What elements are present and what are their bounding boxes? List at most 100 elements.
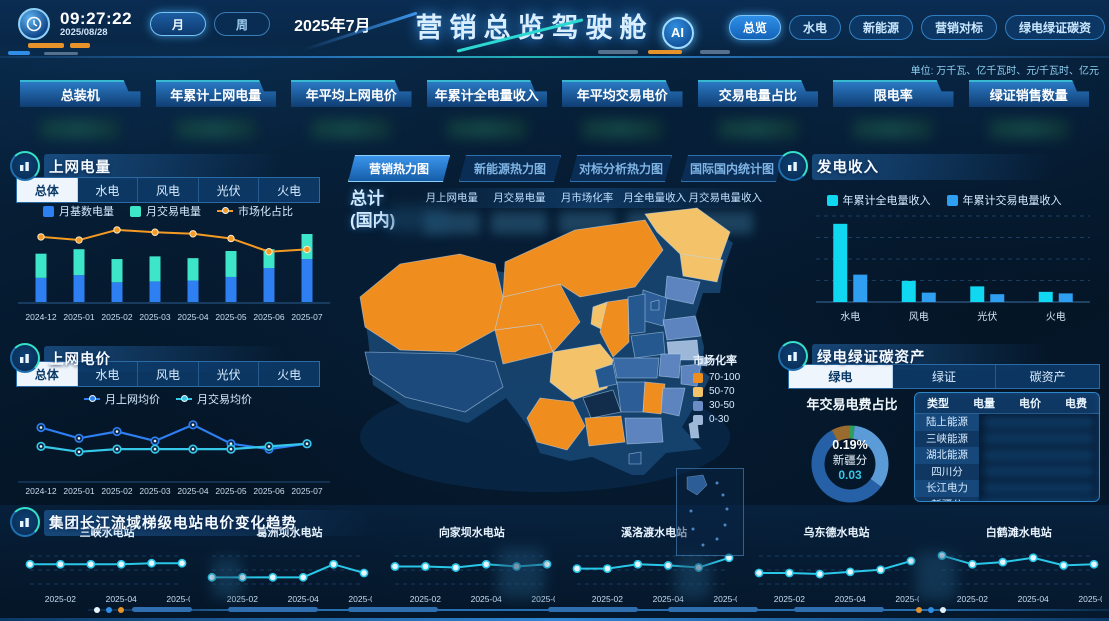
carousel-track[interactable]	[88, 606, 1109, 614]
track-dot	[94, 607, 100, 613]
table-values-redacted	[984, 432, 1094, 446]
nav-item[interactable]: 水电	[788, 15, 841, 40]
legend-item: 年累计全电量收入	[826, 192, 931, 208]
panel-trend-header: 集团长江流域梯级电站电价变化趋势	[10, 506, 374, 538]
svg-text:火电: 火电	[1046, 310, 1066, 323]
map-metric-label: 月交易电量	[493, 192, 546, 204]
tab-label: 碳资产	[1029, 370, 1066, 384]
map-tab[interactable]: 对标分析热力图	[570, 155, 672, 182]
map-tab[interactable]: 营销热力图	[348, 155, 450, 182]
track-dash	[794, 607, 884, 612]
table-row[interactable]: 三峡能源	[915, 430, 1099, 447]
map-tab[interactable]: 国际国内统计图	[681, 155, 783, 182]
table-row[interactable]: 陆上能源	[915, 414, 1099, 431]
map-tab[interactable]: 新能源热力图	[459, 155, 561, 182]
table-header-cell: 类型	[927, 398, 949, 410]
table-row[interactable]: 四川分	[915, 463, 1099, 480]
tab-grid-price[interactable]: 风电	[138, 362, 199, 386]
tab-grid-price[interactable]: 总体	[17, 362, 78, 386]
kpi-tile[interactable]: 年平均交易电价	[562, 80, 683, 139]
svg-text:2025-07: 2025-07	[291, 312, 322, 322]
clock-time: 09:27:22	[60, 9, 133, 29]
table-row-label: 长江电力	[915, 480, 979, 497]
table-values-redacted	[984, 481, 1094, 495]
table-values-redacted	[984, 415, 1094, 429]
tab-grid-energy[interactable]: 水电	[78, 178, 139, 202]
svg-text:2025-03: 2025-03	[139, 312, 170, 322]
map-tab-label: 对标分析热力图	[578, 162, 663, 176]
tab-grid-energy[interactable]: 风电	[138, 178, 199, 202]
kpi-value-redacted	[582, 119, 663, 139]
table-row[interactable]: 新疆分	[915, 496, 1099, 501]
tab-label: 绿电	[828, 370, 853, 384]
grid-price-chart: 2024-12 2025-01 2025-02 2025-03 2025-04 2025-…	[12, 402, 334, 502]
tab-grid-energy[interactable]: 总体	[17, 178, 78, 202]
svg-text:2025-07: 2025-07	[291, 486, 322, 496]
kpi-tile[interactable]: 总装机	[20, 80, 141, 139]
map-tab-label: 营销热力图	[368, 162, 429, 176]
table-row[interactable]: 长江电力	[915, 480, 1099, 497]
table-body: 陆上能源 三峡能源 湖北能源 四川分 长江电力 新疆分	[915, 414, 1099, 501]
kpi-tile[interactable]: 绿证销售数量	[968, 80, 1089, 139]
tab-green-assets[interactable]: 绿证	[893, 365, 997, 388]
kpi-row: 总装机 年累计上网电量 年平均上网电价 年累计全电量收入 年平均交易电价 交易电…	[20, 80, 1089, 139]
bottom-edge-line	[0, 618, 1109, 621]
table-header-cell: 电价	[1019, 398, 1041, 410]
tab-grid-price[interactable]: 火电	[259, 362, 319, 386]
tab-green-assets[interactable]: 绿电	[789, 365, 893, 388]
svg-text:2025-02: 2025-02	[45, 594, 76, 604]
station-chart-title: 三峡水电站	[79, 527, 135, 539]
table-row[interactable]: 湖北能源	[915, 447, 1099, 464]
legend-swatch	[693, 414, 703, 425]
green-assets-table[interactable]: 类型 电量 电价 电费 陆上能源 三峡能源 湖北能源 四川分 长江电力 新疆分	[914, 392, 1100, 502]
svg-text:2025-02: 2025-02	[227, 594, 258, 604]
svg-text:2025-02: 2025-02	[774, 594, 805, 604]
kpi-tile-label: 年累计上网电量	[155, 80, 276, 107]
nav-item[interactable]: 营销对标	[920, 15, 997, 40]
track-dot	[106, 607, 112, 613]
kpi-tile-label: 年平均交易电价	[562, 80, 683, 107]
table-header-cell: 电量	[973, 398, 995, 410]
tab-green-assets[interactable]: 碳资产	[996, 365, 1099, 388]
tab-grid-price[interactable]: 水电	[78, 362, 139, 386]
kpi-tile[interactable]: 限电率	[833, 80, 954, 139]
kpi-tile-label: 限电率	[833, 80, 954, 107]
svg-text:2025-04: 2025-04	[288, 594, 319, 604]
decor-dash	[44, 52, 78, 55]
grid-price-legend: 月上网均价 月交易均价	[16, 391, 320, 407]
bar-chart-icon	[778, 151, 808, 181]
kpi-tile[interactable]: 交易电量占比	[697, 80, 818, 139]
kpi-value-redacted	[40, 119, 121, 139]
table-row-label: 陆上能源	[915, 414, 979, 431]
table-header-cell: 电费	[1065, 398, 1087, 410]
period-toggle-button[interactable]: 月	[150, 12, 207, 36]
china-map[interactable]	[345, 202, 775, 514]
decor-dash	[28, 43, 64, 48]
kpi-tile[interactable]: 年累计上网电量	[155, 80, 276, 139]
tab-grid-price[interactable]: 光伏	[199, 362, 260, 386]
nav-item[interactable]: 总览	[728, 15, 781, 40]
map-metric: 月交易电量	[486, 188, 554, 234]
nav-item[interactable]: 绿电绿证碳资	[1004, 15, 1105, 40]
kpi-tile[interactable]: 年平均上网电价	[291, 80, 412, 139]
kpi-value-redacted	[717, 119, 798, 139]
svg-text:2025-06: 2025-06	[166, 594, 190, 604]
svg-text:2025-06: 2025-06	[896, 594, 920, 604]
grid-energy-chart: 2024-12 2025-01 2025-02 2025-03 2025-04 2025-…	[12, 216, 334, 330]
legend-item: 月上网均价	[84, 391, 160, 407]
station-chart-title: 向家坝水电站	[438, 527, 505, 539]
tab-label: 总体	[34, 183, 59, 198]
ai-assistant-button[interactable]: AI	[661, 16, 694, 49]
nav-item[interactable]: 新能源	[848, 15, 913, 40]
svg-text:2024-12: 2024-12	[25, 312, 56, 322]
kpi-tile[interactable]: 年累计全电量收入	[426, 80, 547, 139]
panel-title: 发电收入	[817, 159, 879, 176]
kpi-tile-label: 年平均上网电价	[291, 80, 412, 107]
table-values-redacted	[984, 498, 1094, 501]
kpi-value-redacted	[853, 119, 934, 139]
track-dot	[940, 607, 946, 613]
period-toggle-button[interactable]: 周	[214, 12, 271, 36]
tab-grid-energy[interactable]: 火电	[259, 178, 319, 202]
tab-label: 绿证	[932, 370, 957, 384]
tab-grid-energy[interactable]: 光伏	[199, 178, 260, 202]
